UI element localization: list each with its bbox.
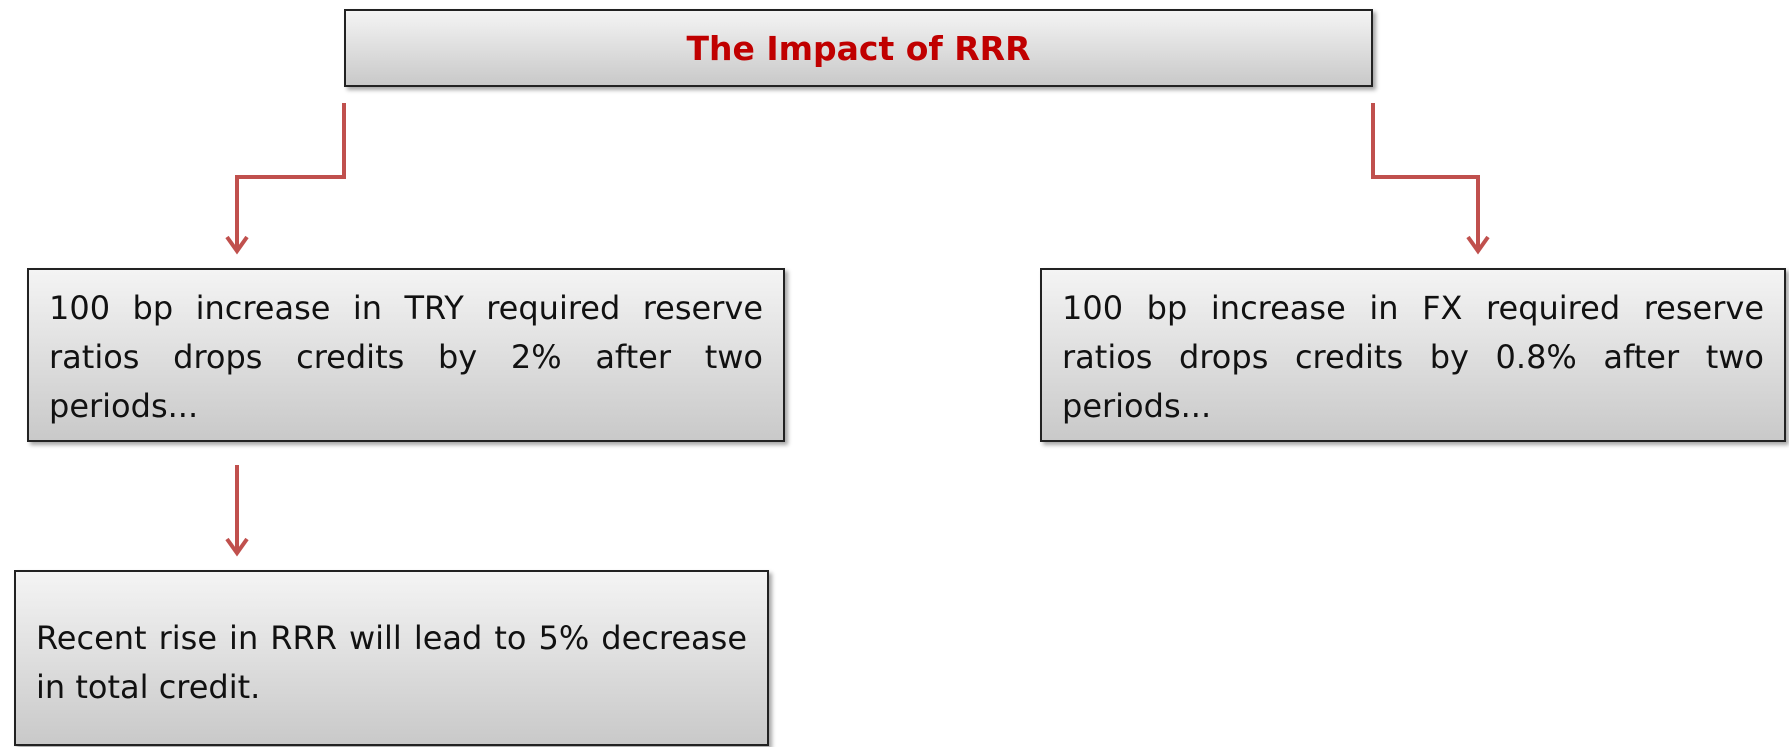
bottom-box: Recent rise in RRR will lead to 5% decre… xyxy=(14,570,769,746)
arrow-left xyxy=(235,103,346,249)
arrow-right-head xyxy=(1466,235,1490,255)
arrow-right xyxy=(1371,103,1480,249)
title: The Impact of RRR xyxy=(686,28,1031,68)
arrow-down-head xyxy=(225,537,249,557)
title-box: The Impact of RRR xyxy=(344,9,1373,87)
right-box: 100 bp increase in FX required reserve r… xyxy=(1040,268,1786,442)
left-box: 100 bp increase in TRY required reserve … xyxy=(27,268,785,442)
arrow-left-head xyxy=(225,235,249,255)
